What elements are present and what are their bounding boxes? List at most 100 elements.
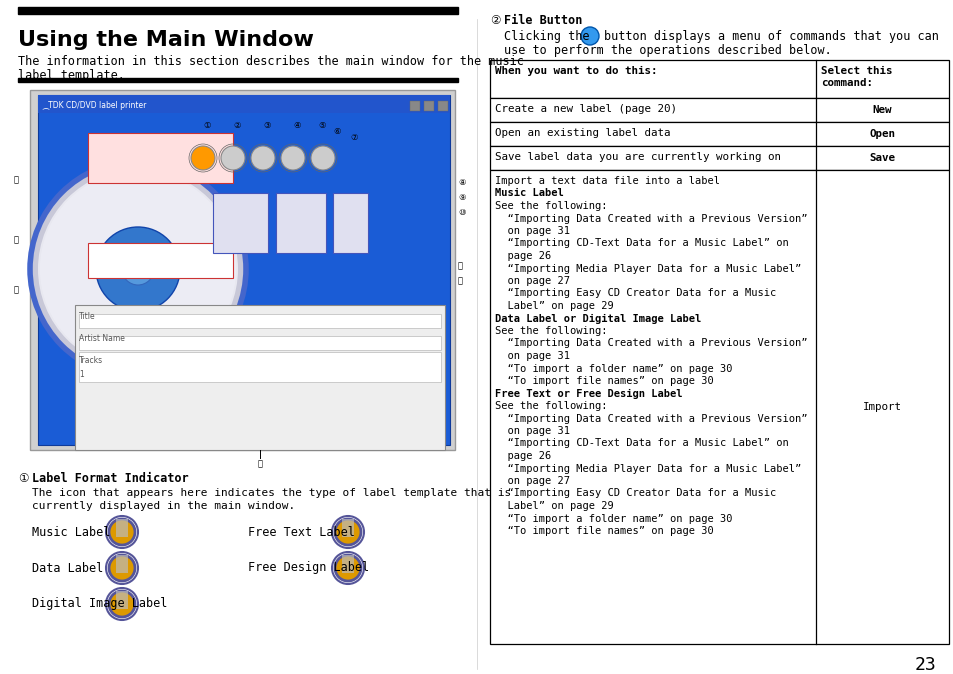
Text: use to perform the operations described below.: use to perform the operations described … xyxy=(503,44,831,57)
Text: When you want to do this:: When you want to do this: xyxy=(495,66,657,76)
Bar xyxy=(341,528,354,537)
Text: 1: 1 xyxy=(79,370,84,379)
Text: ⑤: ⑤ xyxy=(317,121,325,130)
Text: ⑬: ⑬ xyxy=(257,460,262,468)
Text: Title: Title xyxy=(79,312,95,321)
Text: The icon that appears here indicates the type of label template that is: The icon that appears here indicates the… xyxy=(32,488,511,498)
Text: page 26: page 26 xyxy=(495,451,551,461)
Text: Free Text or Free Design Label: Free Text or Free Design Label xyxy=(495,388,681,398)
Text: “Importing Easy CD Creator Data for a Music: “Importing Easy CD Creator Data for a Mu… xyxy=(495,288,776,299)
Text: See the following:: See the following: xyxy=(495,401,607,411)
Text: Label Format Indicator: Label Format Indicator xyxy=(32,472,189,485)
Bar xyxy=(116,519,128,528)
Text: ④: ④ xyxy=(293,121,300,130)
Text: “Importing Data Created with a Previous Version”: “Importing Data Created with a Previous … xyxy=(495,414,806,423)
Text: “Importing CD-Text Data for a Music Label” on: “Importing CD-Text Data for a Music Labe… xyxy=(495,439,788,448)
Text: See the following:: See the following: xyxy=(495,326,607,336)
Bar xyxy=(410,101,419,111)
Text: ⑯: ⑯ xyxy=(13,235,18,245)
Text: ⑭: ⑭ xyxy=(13,286,18,295)
Text: Free Text Label: Free Text Label xyxy=(248,526,355,539)
Text: Import: Import xyxy=(862,402,901,412)
Circle shape xyxy=(251,146,274,170)
Bar xyxy=(116,528,128,537)
Text: New: New xyxy=(872,105,891,115)
Text: “To import file names” on page 30: “To import file names” on page 30 xyxy=(495,526,713,536)
Bar xyxy=(38,95,450,113)
Bar xyxy=(116,600,128,609)
Circle shape xyxy=(191,146,214,170)
Bar xyxy=(79,336,440,350)
Text: “Importing Media Player Data for a Music Label”: “Importing Media Player Data for a Music… xyxy=(495,264,801,274)
Text: “Importing CD-Text Data for a Music Label” on: “Importing CD-Text Data for a Music Labe… xyxy=(495,239,788,249)
Text: “Importing Media Player Data for a Music Label”: “Importing Media Player Data for a Music… xyxy=(495,464,801,474)
Bar xyxy=(341,564,354,573)
Bar xyxy=(490,146,948,170)
Circle shape xyxy=(109,555,135,581)
Bar xyxy=(490,170,948,644)
Text: on page 27: on page 27 xyxy=(495,476,569,486)
Text: on page 27: on page 27 xyxy=(495,276,569,286)
Circle shape xyxy=(109,519,135,545)
Text: Tracks: Tracks xyxy=(79,356,103,365)
Text: Save: Save xyxy=(868,153,895,163)
Bar xyxy=(79,314,440,328)
Text: Artist Name: Artist Name xyxy=(79,334,125,343)
Text: Open an existing label data: Open an existing label data xyxy=(495,128,670,138)
Text: “To import a folder name” on page 30: “To import a folder name” on page 30 xyxy=(495,363,732,373)
Text: ②: ② xyxy=(233,121,240,130)
Text: button displays a menu of commands that you can: button displays a menu of commands that … xyxy=(603,30,938,43)
Text: ⑫: ⑫ xyxy=(457,276,462,285)
Text: Data Label: Data Label xyxy=(32,561,103,574)
Text: ⑨: ⑨ xyxy=(457,193,465,202)
Bar xyxy=(437,101,448,111)
Bar xyxy=(88,243,233,278)
Circle shape xyxy=(281,146,305,170)
Text: See the following:: See the following: xyxy=(495,201,607,211)
Text: ①: ① xyxy=(203,121,211,130)
Bar xyxy=(18,7,457,14)
Text: ⑧: ⑧ xyxy=(457,178,465,187)
Bar xyxy=(88,133,233,183)
Text: ⑪: ⑪ xyxy=(457,261,462,270)
Text: Music Label: Music Label xyxy=(495,189,563,199)
Text: Import a text data file into a label: Import a text data file into a label xyxy=(495,176,720,186)
Circle shape xyxy=(122,253,153,285)
Circle shape xyxy=(109,591,135,617)
Bar xyxy=(116,555,128,564)
Text: Save label data you are currently working on: Save label data you are currently workin… xyxy=(495,152,781,162)
Text: ⑥: ⑥ xyxy=(333,127,340,136)
Bar xyxy=(116,591,128,600)
Bar xyxy=(275,193,326,253)
Bar xyxy=(75,305,444,450)
Text: Using the Main Window: Using the Main Window xyxy=(18,30,314,50)
Text: Free Design Label: Free Design Label xyxy=(248,561,369,574)
Circle shape xyxy=(96,227,180,311)
Text: Data Label or Digital Image Label: Data Label or Digital Image Label xyxy=(495,313,700,324)
Text: ⑦: ⑦ xyxy=(350,133,357,142)
Text: Music Label: Music Label xyxy=(32,526,111,539)
Text: on page 31: on page 31 xyxy=(495,351,569,361)
Text: on page 31: on page 31 xyxy=(495,426,569,436)
Bar xyxy=(30,90,455,450)
Bar xyxy=(490,98,948,122)
Text: “To import file names” on page 30: “To import file names” on page 30 xyxy=(495,376,713,386)
Bar xyxy=(116,564,128,573)
Text: label template.: label template. xyxy=(18,69,125,82)
Text: Digital Image Label: Digital Image Label xyxy=(32,597,167,611)
Bar xyxy=(490,60,948,98)
Text: Create a new label (page 20): Create a new label (page 20) xyxy=(495,104,677,114)
Text: ③: ③ xyxy=(263,121,271,130)
Text: “Importing Data Created with a Previous Version”: “Importing Data Created with a Previous … xyxy=(495,214,806,224)
Circle shape xyxy=(311,146,335,170)
Circle shape xyxy=(335,555,360,581)
Circle shape xyxy=(580,27,598,45)
Circle shape xyxy=(40,171,235,367)
Text: ⑮: ⑮ xyxy=(13,175,18,185)
Circle shape xyxy=(30,161,246,377)
Text: currently displayed in the main window.: currently displayed in the main window. xyxy=(32,501,294,511)
Text: ⑩: ⑩ xyxy=(457,208,465,217)
Text: on page 31: on page 31 xyxy=(495,226,569,236)
Text: “Importing Easy CD Creator Data for a Music: “Importing Easy CD Creator Data for a Mu… xyxy=(495,489,776,499)
Text: Open: Open xyxy=(868,129,895,139)
